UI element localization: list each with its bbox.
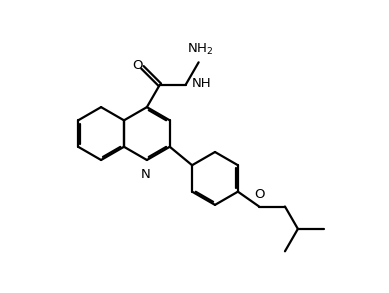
Text: O: O <box>254 188 265 201</box>
Text: NH$_2$: NH$_2$ <box>187 42 213 57</box>
Text: N: N <box>140 168 150 181</box>
Text: NH: NH <box>192 77 212 90</box>
Text: O: O <box>132 59 142 72</box>
